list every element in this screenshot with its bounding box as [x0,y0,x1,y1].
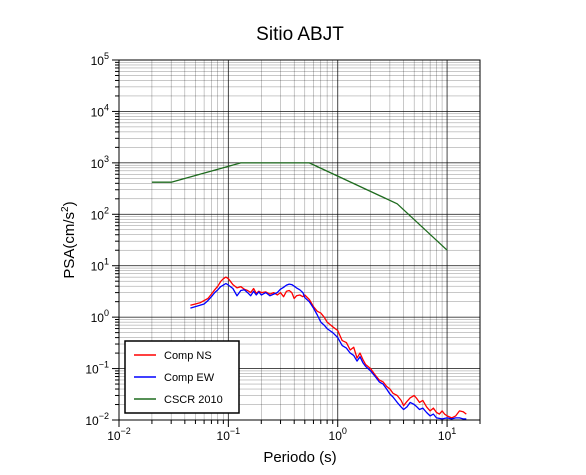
x-tick-label-base: 10 [217,429,231,443]
y-tick-label-base: 10 [91,157,105,171]
y-tick-label-base: 10 [85,363,99,377]
legend: Comp NS Comp EW CSCR 2010 [124,340,240,414]
x-tick-label-exponent: −2 [121,426,131,436]
y-tick-label: 102 [91,205,109,222]
y-tick-label-exponent: −1 [99,360,109,370]
y-axis-label-end: ) [61,201,78,206]
y-tick-label: 101 [91,257,109,274]
plot-frame [118,59,481,421]
y-tick-label-base: 10 [91,105,105,119]
y-tick-label-exponent: 2 [104,205,109,215]
y-tick-label-base: 10 [85,414,99,428]
series-line-cscr-2010 [151,162,448,251]
x-tick-label-exponent: −1 [230,426,240,436]
y-tick-label: 100 [91,308,109,325]
y-tick-label-exponent: 4 [104,102,109,112]
y-tick-label-base: 10 [91,54,105,68]
y-axis-label-superscript: 2 [60,206,71,212]
y-tick-label-base: 10 [91,260,105,274]
y-axis-label: PSA(cm/s2) [60,201,78,278]
y-axis-label-main: PSA(cm/s [61,212,78,279]
chart-title: Sitio ABJT [256,24,344,45]
x-tick-label-base: 10 [438,429,452,443]
y-tick-label-exponent: 1 [104,257,109,267]
x-tick-label-base: 10 [107,429,121,443]
y-tick-label-base: 10 [91,208,105,222]
series-line-comp-ew [190,282,467,420]
legend-label-cscr-2010: CSCR 2010 [164,394,223,406]
x-tick-label: 10−2 [107,426,131,443]
y-tick-label: 104 [91,102,109,119]
series-line-comp-ns [190,276,467,419]
legend-label-comp-ns: Comp NS [164,350,212,362]
y-tick-label-exponent: 0 [104,308,109,318]
y-tick-label-base: 10 [91,311,105,325]
series-lines [151,162,467,420]
x-tick-label-exponent: 0 [342,426,347,436]
y-tick-label-exponent: −2 [99,411,109,421]
x-tick-labels: 10−2 10−1 100 101 [107,426,456,443]
y-tick-label: 105 [91,51,109,68]
y-tick-label-exponent: 5 [104,51,109,61]
y-tick-label: 10−2 [85,411,109,428]
y-tick-label: 10−1 [85,360,109,377]
x-tick-label-exponent: 1 [451,426,456,436]
x-tick-label-base: 10 [329,429,343,443]
y-tick-label: 103 [91,154,109,171]
y-tick-label-exponent: 3 [104,154,109,164]
x-tick-label: 101 [438,426,456,443]
x-tick-label: 10−1 [217,426,241,443]
x-axis-label: Periodo (s) [263,449,336,466]
legend-label-comp-ew: Comp EW [164,372,215,384]
x-tick-label: 100 [329,426,347,443]
tick-marks [112,59,481,427]
